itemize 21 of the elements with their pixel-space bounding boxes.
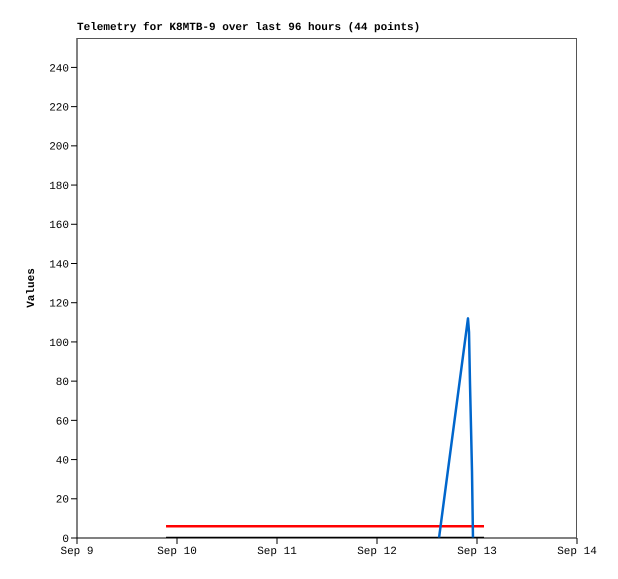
x-tick-label: Sep 14 xyxy=(557,546,598,558)
y-axis-title: Values xyxy=(26,268,38,308)
y-tick-label: 60 xyxy=(56,416,69,428)
y-tick-label: 40 xyxy=(56,455,69,468)
y-tick-label: 160 xyxy=(49,220,69,232)
x-tick-label: Sep 11 xyxy=(257,546,298,558)
y-tick-label: 180 xyxy=(49,180,69,193)
chart-title: Telemetry for K8MTB-9 over last 96 hours (44 points) xyxy=(77,22,420,34)
y-tick-label: 220 xyxy=(49,102,69,115)
y-tick-label: 120 xyxy=(49,298,69,311)
x-tick-label: Sep 12 xyxy=(357,546,397,558)
y-tick-label: 0 xyxy=(62,534,69,546)
y-tick-label: 140 xyxy=(49,259,69,272)
y-tick-label: 200 xyxy=(49,142,69,154)
y-tick-label: 240 xyxy=(49,63,69,76)
x-tick-label: Sep 13 xyxy=(457,546,497,558)
x-tick-label: Sep 10 xyxy=(157,546,197,558)
y-tick-label: 80 xyxy=(56,377,69,390)
x-tick-label: Sep 9 xyxy=(60,546,94,558)
y-tick-label: 20 xyxy=(56,494,69,507)
y-tick-label: 100 xyxy=(49,338,69,350)
